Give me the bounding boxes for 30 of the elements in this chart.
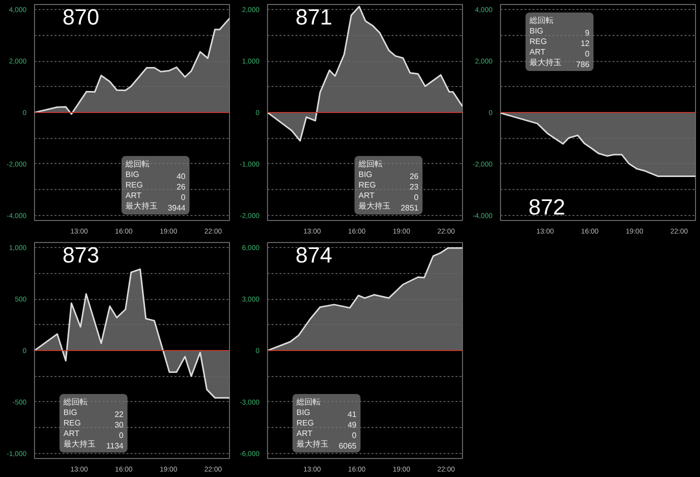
text: 872 xyxy=(528,194,566,220)
chart-title: 874 xyxy=(296,242,332,268)
annotation: 総回転 xyxy=(62,398,88,406)
text: 最大持玉 6065 xyxy=(296,440,356,450)
text: ART 0 xyxy=(296,429,357,440)
text: ART 0 xyxy=(530,48,590,58)
text: ART 0 xyxy=(126,191,186,202)
annotation: 総回転 xyxy=(528,16,554,25)
text: ART 0 xyxy=(64,429,124,440)
annotation: 総回転 xyxy=(358,160,382,168)
text: REG 12 xyxy=(530,37,590,48)
text: 最大持玉 3944 xyxy=(126,202,186,212)
chart-title: 871 xyxy=(296,4,332,30)
text: 最大持玉 786 xyxy=(530,58,590,69)
text: 最大持玉 1134 xyxy=(64,440,124,450)
text: ART 0 xyxy=(358,191,419,202)
text: BIG 9 xyxy=(530,26,590,38)
annotation: 総回転 xyxy=(124,160,150,168)
text: BIG 26 xyxy=(358,170,419,181)
text: REG 26 xyxy=(126,180,186,192)
chart-title: 873 xyxy=(62,242,100,268)
text: 最大持玉 2851 xyxy=(358,202,418,212)
annotation: 総回転 xyxy=(296,398,320,406)
text: REG 23 xyxy=(358,180,419,192)
text: BIG 40 xyxy=(126,170,186,181)
text: BIG 22 xyxy=(64,408,124,419)
text: REG 30 xyxy=(64,418,124,430)
text: REG 49 xyxy=(296,418,357,430)
chart-title: 870 xyxy=(62,4,100,30)
text: BIG 41 xyxy=(296,408,357,419)
